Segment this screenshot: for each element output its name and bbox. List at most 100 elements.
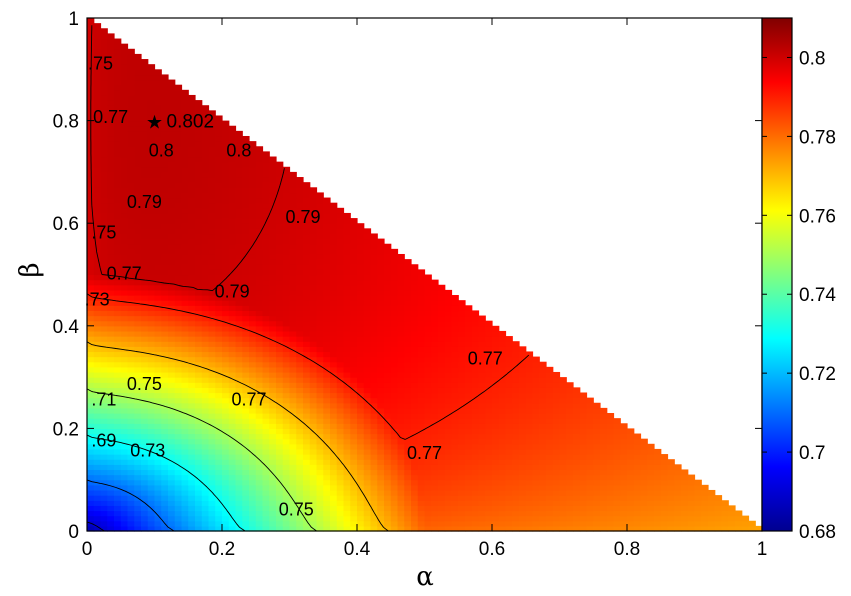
heatmap-cell <box>100 197 108 204</box>
heatmap-cell <box>343 469 351 476</box>
heatmap-cell <box>127 484 135 491</box>
heatmap-cell <box>566 418 574 424</box>
heatmap-cell <box>120 53 129 60</box>
heatmap-cell <box>235 469 243 476</box>
heatmap-cell <box>134 53 142 60</box>
heatmap-cell <box>87 407 95 414</box>
heatmap-cell <box>370 320 378 327</box>
heatmap-cell <box>107 151 115 158</box>
heatmap-cell <box>552 371 561 378</box>
heatmap-cell <box>660 520 669 527</box>
heatmap-cell <box>471 459 480 465</box>
heatmap-cell <box>546 520 554 527</box>
heatmap-cell <box>512 500 520 506</box>
heatmap-cell <box>552 397 561 404</box>
heatmap-cell <box>519 407 527 414</box>
heatmap-cell <box>384 392 392 399</box>
heatmap-cell <box>296 484 304 491</box>
heatmap-cell <box>438 325 446 332</box>
heatmap-cell <box>276 454 284 460</box>
heatmap-cell <box>539 510 547 517</box>
heatmap-cell <box>417 495 426 501</box>
heatmap-cell <box>87 474 95 481</box>
heatmap-cell <box>586 443 594 450</box>
heatmap-cell <box>174 397 183 404</box>
heatmap-cell <box>417 443 426 450</box>
heatmap-cell <box>181 454 189 460</box>
heatmap-cell <box>242 310 250 317</box>
heatmap-cell <box>309 413 318 419</box>
heatmap-cell <box>343 520 351 527</box>
heatmap-cell <box>195 130 203 137</box>
heatmap-cell <box>222 187 230 194</box>
heatmap-cell <box>195 489 203 496</box>
heatmap-cell <box>107 325 115 332</box>
heatmap-cell <box>451 305 459 312</box>
heatmap-cell <box>458 346 466 353</box>
heatmap-cell <box>424 413 432 419</box>
heatmap-cell <box>107 84 115 91</box>
heatmap-cell <box>343 305 351 312</box>
heatmap-cell <box>174 474 183 481</box>
heatmap-cell <box>498 341 507 347</box>
heatmap-cell <box>154 489 162 496</box>
heatmap-cell <box>134 510 142 517</box>
heatmap-cell <box>255 166 264 173</box>
heatmap-cell <box>336 300 345 306</box>
heatmap-cell <box>330 495 338 501</box>
heatmap-cell <box>228 484 237 491</box>
heatmap-cell <box>228 351 237 358</box>
heatmap-cell <box>316 320 324 327</box>
heatmap-cell <box>370 336 378 342</box>
heatmap-cell <box>404 454 412 460</box>
heatmap-cell <box>114 177 122 183</box>
heatmap-cell <box>694 520 702 527</box>
heatmap-cell <box>174 238 183 245</box>
heatmap-cell <box>134 423 142 429</box>
heatmap-cell <box>343 515 351 522</box>
heatmap-cell <box>606 525 615 532</box>
heatmap-cell <box>431 443 439 450</box>
heatmap-cell <box>316 505 324 512</box>
heatmap-cell <box>343 510 351 517</box>
heatmap-cell <box>309 495 318 501</box>
heatmap-cell <box>471 371 480 378</box>
heatmap-cell <box>336 489 345 496</box>
heatmap-cell <box>559 443 567 450</box>
heatmap-cell <box>546 479 554 486</box>
heatmap-cell <box>350 489 358 496</box>
heatmap-cell <box>100 166 108 173</box>
heatmap-cell <box>87 177 95 183</box>
heatmap-cell <box>336 484 345 491</box>
heatmap-cell <box>242 510 250 517</box>
heatmap-cell <box>532 413 540 419</box>
heatmap-cell <box>201 377 210 383</box>
heatmap-cell <box>228 284 237 291</box>
heatmap-cell <box>606 515 615 522</box>
heatmap-cell <box>255 489 264 496</box>
heatmap-cell <box>255 361 264 368</box>
heatmap-cell <box>195 182 203 188</box>
heatmap-cell <box>660 469 669 476</box>
heatmap-cell <box>303 289 311 296</box>
heatmap-cell <box>309 192 318 199</box>
heatmap-cell <box>201 274 210 281</box>
heatmap-cell <box>404 392 412 399</box>
heatmap-cell <box>262 489 270 496</box>
heatmap-cell <box>242 402 250 409</box>
heatmap-cell <box>498 510 507 517</box>
heatmap-cell <box>309 310 318 317</box>
heatmap-cell <box>431 407 439 414</box>
heatmap-cell <box>114 515 122 522</box>
heatmap-cell <box>262 171 270 178</box>
heatmap-cell <box>208 187 216 194</box>
heatmap-cell <box>262 182 270 188</box>
heatmap-cell <box>255 413 264 419</box>
heatmap-cell <box>195 233 203 240</box>
heatmap-cell <box>316 423 324 429</box>
heatmap-cell <box>289 371 297 378</box>
heatmap-cell <box>600 510 608 517</box>
heatmap-cell <box>411 418 419 424</box>
heatmap-cell <box>114 238 122 245</box>
heatmap-cell <box>579 525 588 532</box>
